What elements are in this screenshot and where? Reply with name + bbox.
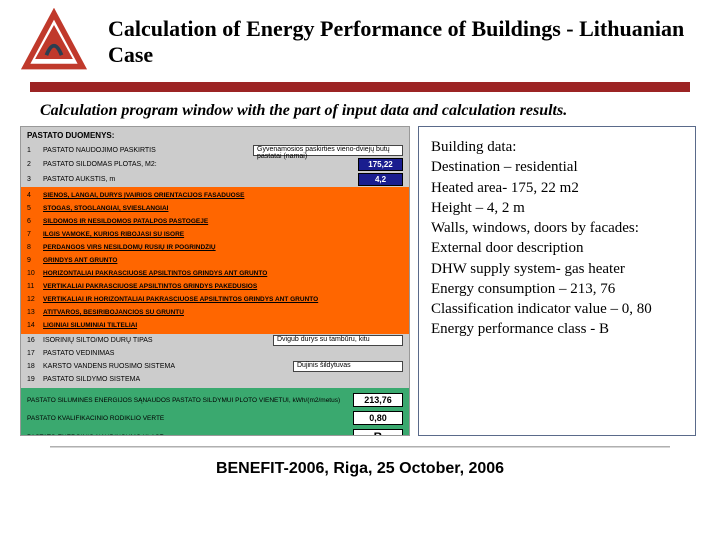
- result-label: PASTATO ŠILUMINĖS ENERGIJOS SĄNAUDOS PAS…: [27, 397, 353, 404]
- row-num: 4: [27, 192, 43, 199]
- link-label[interactable]: GRINDYS ANT GRUNTO: [43, 257, 403, 264]
- row-num: 19: [27, 376, 43, 383]
- sc-row-2: 2 PASTATO ŠILDOMAS PLOTAS, M2: 175,22: [21, 157, 409, 172]
- row-num: 12: [27, 296, 43, 303]
- footer-text: BENEFIT-2006, Riga, 25 October, 2006: [0, 448, 720, 490]
- link-label[interactable]: VERTIKALIAI IR HORIZONTALIAI PAKRAŠČIUOS…: [43, 296, 403, 303]
- row-num: 7: [27, 231, 43, 238]
- link-label[interactable]: VERTIKALIAI PAKRAŠČIUOSE APŠILTINTOS GRI…: [43, 283, 403, 290]
- row-num: 3: [27, 176, 43, 183]
- row-num: 5: [27, 205, 43, 212]
- dropdown[interactable]: Gyvenamosios paskirties vieno-dviejų but…: [253, 145, 403, 156]
- side-line: Destination – residential: [431, 157, 683, 177]
- row-num: 9: [27, 257, 43, 264]
- result-label: PASTATO ENERGINIO NAUDINGUMO KLASĖ: [27, 434, 353, 437]
- title-underline: [30, 82, 690, 92]
- row-num: 8: [27, 244, 43, 251]
- side-line: DHW supply system- gas heater: [431, 259, 683, 279]
- link-label[interactable]: ATITVAROS, BESIRIBOJANČIOS SU GRUNTU: [43, 309, 403, 316]
- row-label: PASTATO ŠILDYMO SISTEMA: [43, 376, 403, 383]
- row-num: 1: [27, 147, 43, 154]
- value-field[interactable]: 175,22: [358, 158, 403, 171]
- row-label: PASTATO ŠILDOMAS PLOTAS, M2:: [43, 161, 358, 168]
- link-label[interactable]: ŠILDOMOS IR NEŠILDOMOS PATALPOS PASTOGĖJ…: [43, 218, 403, 225]
- side-line: External door description: [431, 238, 683, 258]
- row-label: PASTATO VĖDINIMAS: [43, 350, 403, 357]
- program-screenshot: PASTATO DUOMENYS: 1 PASTATO NAUDOJIMO PA…: [20, 126, 410, 436]
- results-section: PASTATO ŠILUMINĖS ENERGIJOS SĄNAUDOS PAS…: [21, 388, 409, 436]
- sc-row-18: 18 KARŠTO VANDENS RUOŠIMO SISTEMA Dujini…: [21, 360, 409, 373]
- result-value: 0,80: [353, 411, 403, 425]
- sc-row-3: 3 PASTATO AUKŠTIS, m 4,2: [21, 172, 409, 187]
- row-label: IŠORINIŲ ŠILTO/MO DURŲ TIPAS: [43, 337, 273, 344]
- link-label[interactable]: ILGIS VAMOKĖ, KURIOS RIBOJASI SU IŠORE: [43, 231, 403, 238]
- row-num: 13: [27, 309, 43, 316]
- side-line: Walls, windows, doors by facades:: [431, 218, 683, 238]
- row-label: PASTATO NAUDOJIMO PASKIRTIS: [43, 147, 253, 154]
- class-value: B: [353, 429, 403, 436]
- sc-heading: PASTATO DUOMENYS:: [21, 127, 409, 144]
- link-label[interactable]: SIENOS, LANGAI, DURYS ĮVAIRIOS ORIENTACI…: [43, 192, 403, 199]
- row-label: KARŠTO VANDENS RUOŠIMO SISTEMA: [43, 363, 293, 370]
- sc-row-19: 19 PASTATO ŠILDYMO SISTEMA: [21, 373, 409, 386]
- side-line: Heated area- 175, 22 m2: [431, 178, 683, 198]
- sc-row-17: 17 PASTATO VĖDINIMAS: [21, 347, 409, 360]
- slide-header: Calculation of Energy Performance of Bui…: [0, 0, 720, 76]
- row-num: 6: [27, 218, 43, 225]
- row-num: 11: [27, 283, 43, 290]
- sc-row-1: 1 PASTATO NAUDOJIMO PASKIRTIS Gyvenamosi…: [21, 144, 409, 157]
- link-label[interactable]: PERDANGOS VIRŠ NEŠILDOMŲ RŪSIŲ IR POGRIN…: [43, 244, 403, 251]
- row-num: 10: [27, 270, 43, 277]
- orange-section: 4SIENOS, LANGAI, DURYS ĮVAIRIOS ORIENTAC…: [21, 187, 409, 334]
- side-line: Energy consumption – 213, 76: [431, 279, 683, 299]
- result-label: PASTATO KVALIFIKACINIO RODIKLIO VERTĖ: [27, 415, 353, 422]
- side-line: Energy performance class - B: [431, 319, 683, 339]
- slide-subtitle: Calculation program window with the part…: [0, 92, 720, 126]
- link-label[interactable]: LIGINIAI ŠILUMINIAI TILTELIAI: [43, 322, 403, 329]
- row-label: PASTATO AUKŠTIS, m: [43, 176, 358, 183]
- dropdown[interactable]: Dvigub durys su tambūru, kitu: [273, 335, 403, 346]
- result-value: 213,76: [353, 393, 403, 407]
- content-area: PASTATO DUOMENYS: 1 PASTATO NAUDOJIMO PA…: [0, 126, 720, 436]
- row-num: 18: [27, 363, 43, 370]
- row-num: 16: [27, 337, 43, 344]
- row-num: 2: [27, 161, 43, 168]
- value-field[interactable]: 4,2: [358, 173, 403, 186]
- logo: [20, 8, 88, 76]
- building-data-box: Building data: Destination – residential…: [418, 126, 696, 436]
- slide-title: Calculation of Energy Performance of Bui…: [108, 16, 700, 69]
- row-num: 14: [27, 322, 43, 329]
- side-line: Building data:: [431, 137, 683, 157]
- sc-row-16: 16 IŠORINIŲ ŠILTO/MO DURŲ TIPAS Dvigub d…: [21, 334, 409, 347]
- link-label[interactable]: HORIZONTALIAI PAKRAŠČIUOSE APŠILTINTOS G…: [43, 270, 403, 277]
- side-line: Height – 4, 2 m: [431, 198, 683, 218]
- link-label[interactable]: STOGAS, STOGLANGIAI, ŠVIESLANGIAI: [43, 205, 403, 212]
- row-num: 17: [27, 350, 43, 357]
- dropdown[interactable]: Dujinis šildytuvas: [293, 361, 403, 372]
- side-line: Classification indicator value – 0, 80: [431, 299, 683, 319]
